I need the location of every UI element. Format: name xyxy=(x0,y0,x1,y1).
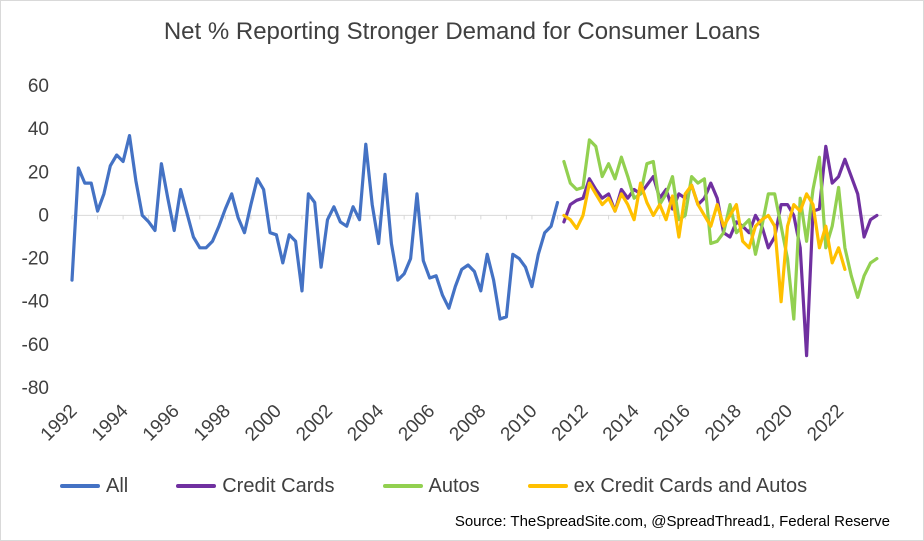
x-tick-label: 2022 xyxy=(803,401,848,446)
y-tick-label: 20 xyxy=(28,162,49,183)
legend-label: ex Credit Cards and Autos xyxy=(573,474,808,497)
x-tick-label: 2006 xyxy=(395,401,440,446)
y-tick-label: -80 xyxy=(22,378,49,399)
y-tick-label: 40 xyxy=(28,119,49,140)
series-line xyxy=(562,181,847,304)
legend-swatch xyxy=(382,484,423,488)
x-tick-label: 2000 xyxy=(241,401,286,446)
legend-item: All xyxy=(60,475,128,498)
x-tick-label: 2012 xyxy=(548,401,593,446)
x-tick-label: 2018 xyxy=(701,401,746,446)
y-tick-label: -60 xyxy=(22,335,49,356)
y-tick-label: 0 xyxy=(38,205,49,226)
x-tick-label: 2002 xyxy=(292,401,337,446)
chart-legend: All Credit Cards Autos ex Credit Cards and … xyxy=(60,474,855,498)
legend-swatch xyxy=(60,484,100,488)
x-tick-label: 1996 xyxy=(139,401,184,446)
y-tick-label: 60 xyxy=(28,76,49,97)
x-tick-label: 1992 xyxy=(37,401,82,446)
legend-swatch xyxy=(527,484,568,488)
source-note: Source: TheSpreadSite.com, @SpreadThread… xyxy=(454,513,890,530)
y-tick-label: -40 xyxy=(22,292,49,313)
x-tick-label: 1998 xyxy=(190,401,235,446)
x-tick-label: 2016 xyxy=(650,401,695,446)
x-tick-label: 2008 xyxy=(446,401,491,446)
legend-item: Credit Cards xyxy=(176,474,335,498)
x-tick-label: 2014 xyxy=(599,400,644,445)
y-tick-label: -20 xyxy=(22,249,49,270)
legend-item: Autos xyxy=(382,474,480,498)
legend-label: Credit Cards xyxy=(222,474,335,497)
legend-swatch xyxy=(176,484,217,488)
x-tick-label: 2004 xyxy=(343,400,388,445)
chart-title: Net % Reporting Stronger Demand for Cons… xyxy=(163,18,761,45)
x-tick-label: 2020 xyxy=(752,401,797,446)
x-tick-label: 1994 xyxy=(88,400,133,445)
legend-label: All xyxy=(106,474,129,497)
series-line xyxy=(70,134,560,321)
legend-item: ex Credit Cards and Autos xyxy=(527,474,808,498)
x-tick-label: 2010 xyxy=(497,401,542,446)
legend-label: Autos xyxy=(428,474,480,497)
